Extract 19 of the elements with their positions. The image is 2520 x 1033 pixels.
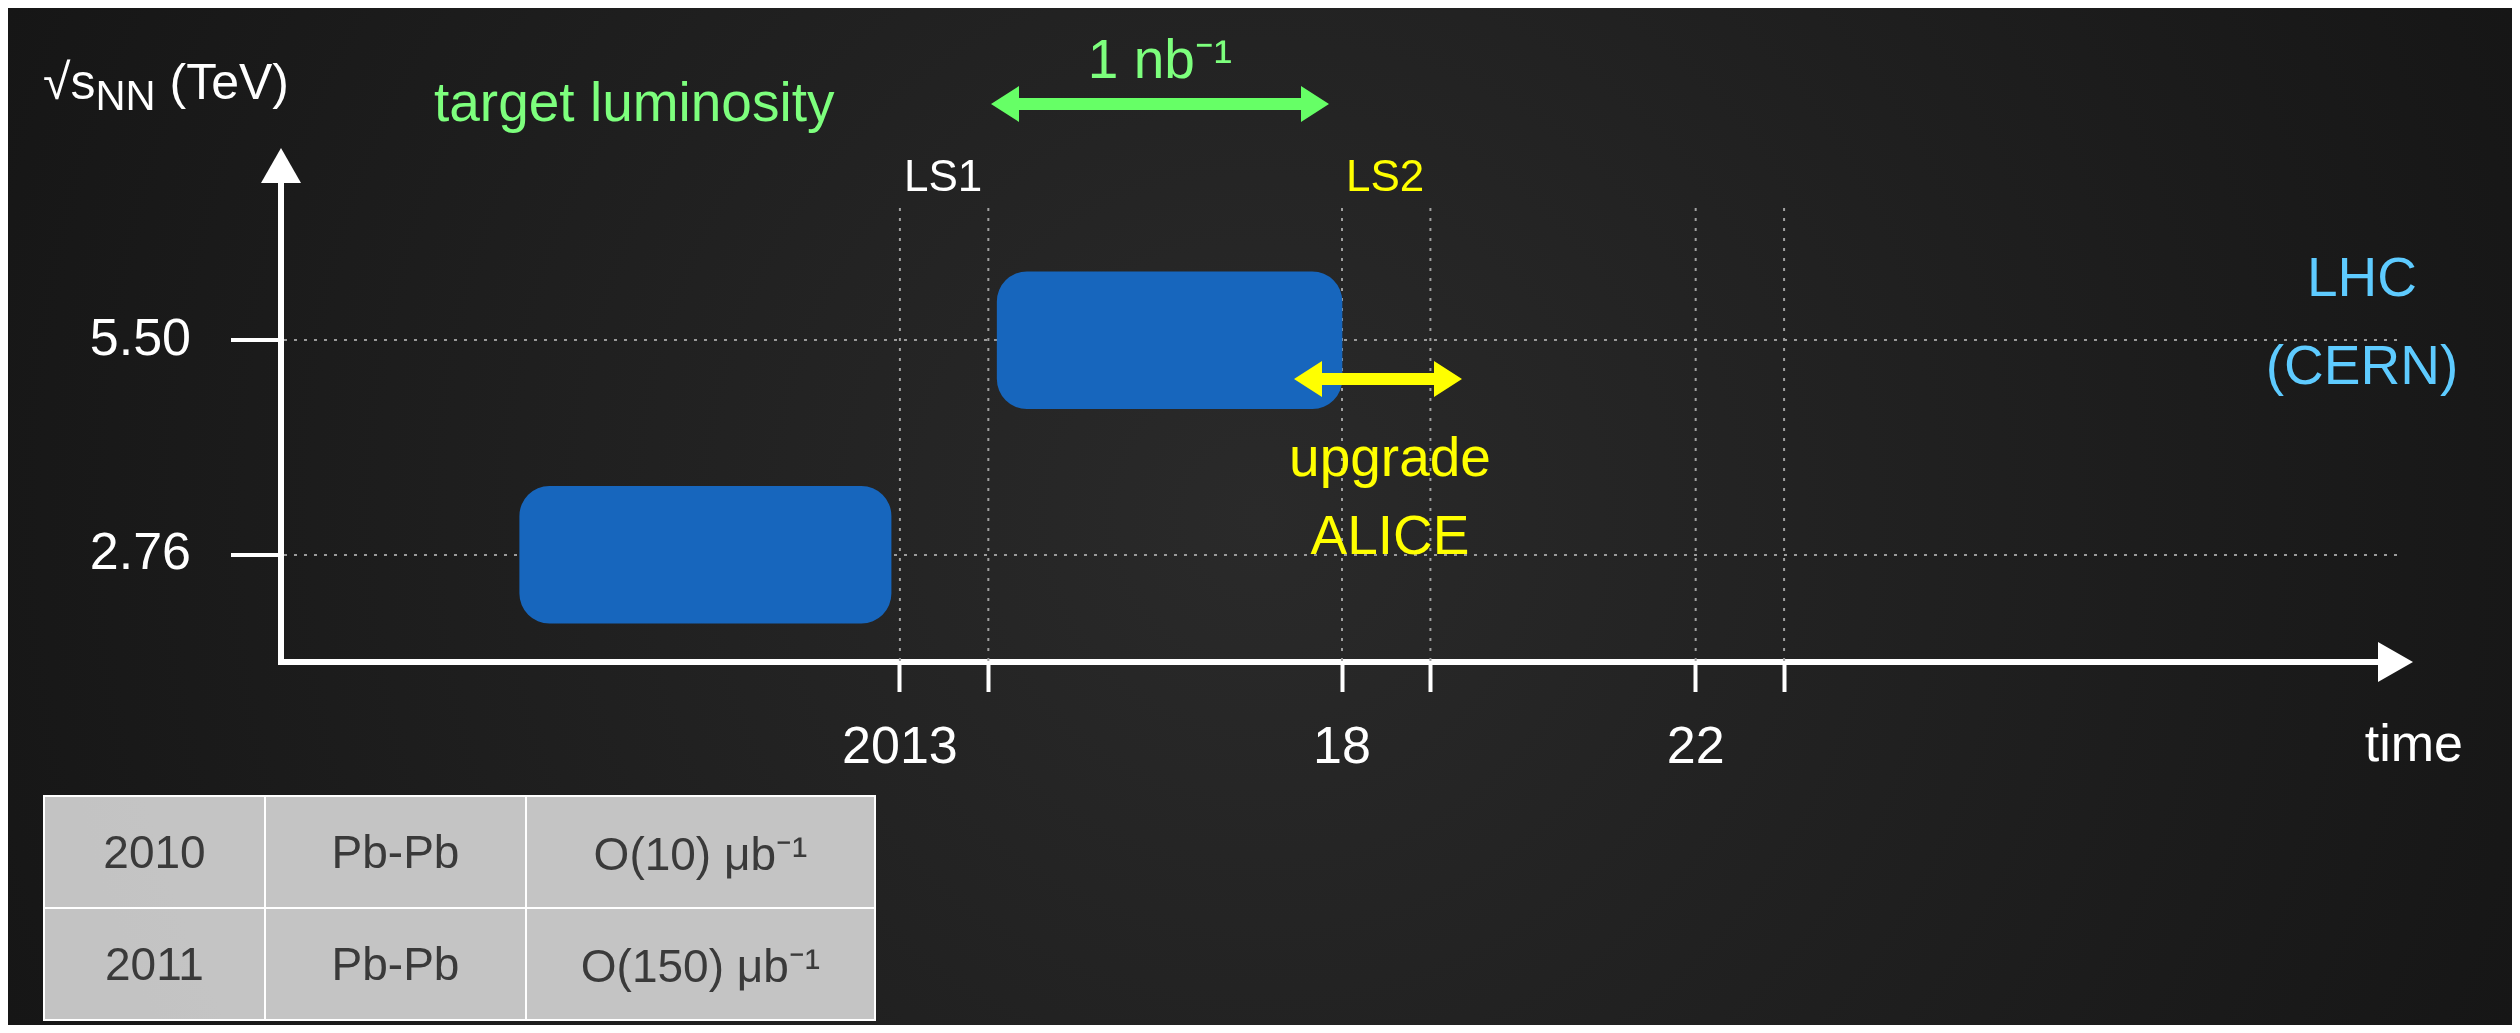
text: O(10) μb⁻¹ bbox=[526, 796, 875, 908]
y-tick-label: 2.76 bbox=[89, 522, 191, 581]
x-tick-label: 22 bbox=[1666, 715, 1725, 774]
annotation: LHC (CERN) bbox=[2264, 245, 2460, 398]
x-tick-label: 2013 bbox=[842, 715, 958, 774]
y-axis-title: √s$_{NN}$ (TeV) bbox=[43, 53, 289, 120]
text: O(150) μb⁻¹ bbox=[526, 908, 875, 1020]
y-tick-label: 5.50 bbox=[89, 307, 191, 366]
text: 2010 bbox=[44, 796, 265, 908]
text: 2011 bbox=[44, 908, 265, 1020]
ref-line-label: LS1 bbox=[903, 151, 983, 201]
text: 1 nb⁻¹ bbox=[1087, 26, 1233, 92]
ref-line-label: LS2 bbox=[1346, 151, 1425, 201]
x-tick-label: 18 bbox=[1313, 715, 1371, 774]
text: Pb-Pb bbox=[265, 908, 526, 1020]
x-axis-title: time bbox=[2364, 714, 2463, 773]
annotation: upgrade ALICE bbox=[1288, 425, 1492, 568]
text: Pb-Pb bbox=[265, 796, 526, 908]
text: target luminosity bbox=[434, 70, 835, 134]
